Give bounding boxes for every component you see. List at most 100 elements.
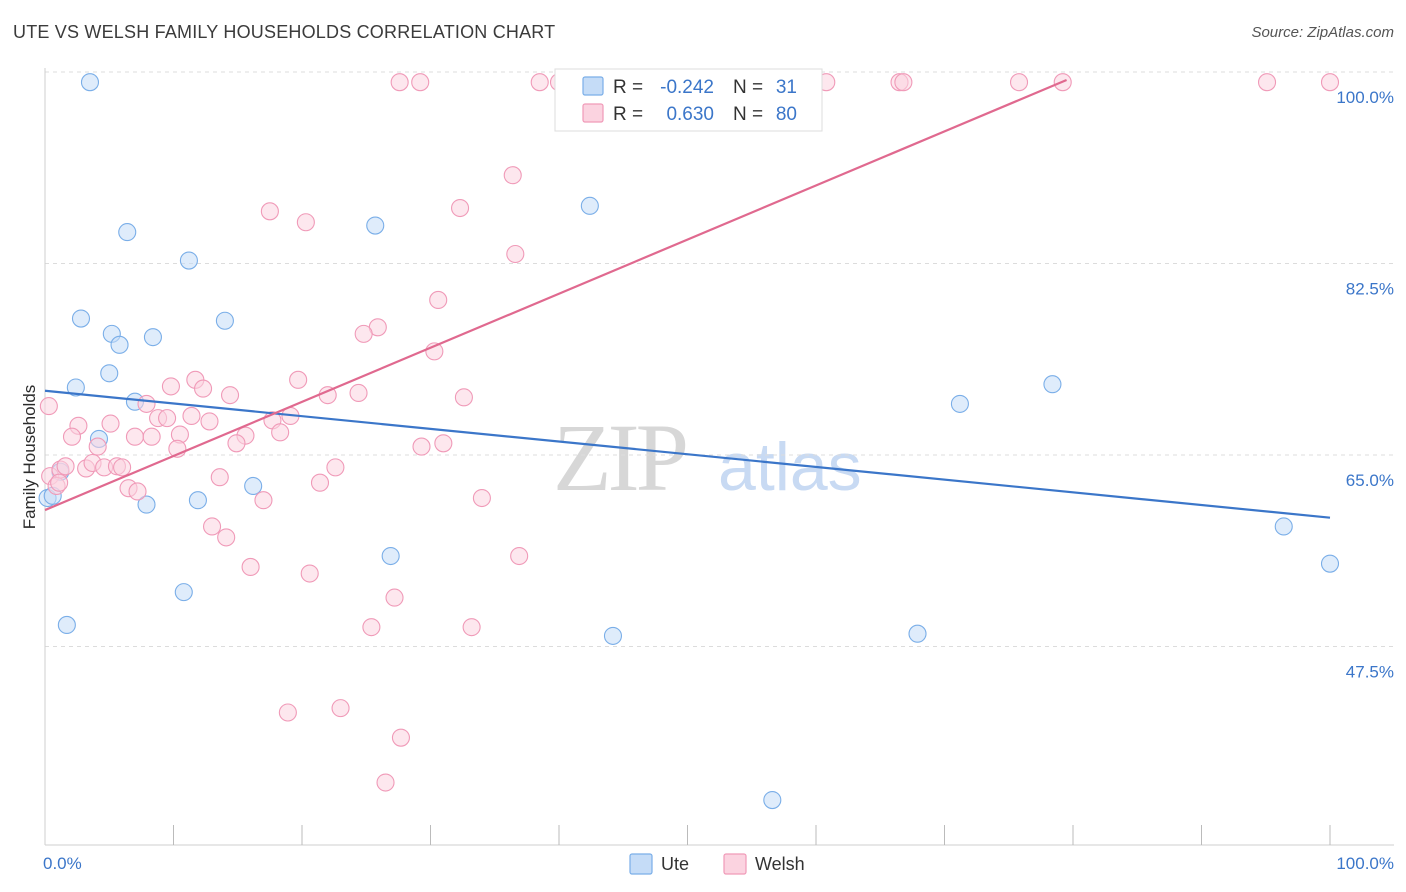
bottom-legend-label-ute: Ute — [661, 854, 689, 874]
welsh-point-12 — [1320, 73, 1340, 92]
ute-point-22 — [381, 546, 400, 566]
welsh-point-14 — [451, 198, 470, 218]
ute-point-6 — [66, 378, 85, 397]
ute-point-20 — [244, 476, 263, 496]
welsh-point-73 — [385, 588, 404, 607]
welsh-point-64 — [326, 458, 345, 477]
legend-n-value-ute: 31 — [776, 77, 797, 98]
watermark-zip: ZIP — [553, 404, 686, 511]
welsh-point-40 — [62, 427, 82, 446]
legend-r-value-ute: -0.242 — [660, 77, 714, 98]
ute-point-9 — [100, 364, 119, 383]
welsh-trend-line — [44, 78, 1068, 512]
welsh-point-0 — [390, 73, 409, 92]
welsh-point-41 — [125, 427, 144, 446]
welsh-point-11 — [1257, 73, 1277, 92]
x-ticks — [173, 825, 1331, 845]
legend-r-label-ute: R = — [613, 77, 643, 98]
legend-n-value-welsh: 80 — [776, 104, 797, 125]
ute-point-11 — [110, 335, 129, 354]
welsh-point-34 — [158, 409, 177, 428]
welsh-point-29 — [454, 388, 473, 407]
welsh-point-24 — [161, 377, 180, 396]
welsh-point-13 — [503, 166, 522, 185]
ute-point-17 — [179, 251, 198, 270]
welsh-point-18 — [429, 290, 448, 310]
ute-point-15 — [143, 328, 162, 347]
ute-point-29 — [1274, 517, 1293, 536]
welsh-point-16 — [296, 213, 315, 232]
welsh-point-68 — [203, 517, 222, 536]
welsh-point-79 — [376, 773, 395, 792]
welsh-point-28 — [349, 383, 368, 403]
legend-swatch-ute — [582, 76, 604, 96]
welsh-point-71 — [300, 564, 319, 583]
ute-point-28 — [1043, 375, 1062, 394]
welsh-point-42 — [142, 427, 161, 446]
welsh-point-17 — [506, 244, 525, 264]
ute-point-14 — [137, 495, 156, 514]
legend-swatch-welsh — [582, 103, 604, 123]
ute-point-30 — [1320, 554, 1340, 573]
ute-point-16 — [174, 583, 193, 602]
ute-point-21 — [366, 216, 385, 235]
y-tick-label-3: 47.5% — [1346, 663, 1394, 682]
welsh-point-25 — [194, 379, 213, 398]
welsh-point-70 — [241, 557, 260, 577]
welsh-point-62 — [128, 482, 147, 501]
ute-trend-line — [44, 389, 1331, 519]
legend-n-label-welsh: N = — [733, 104, 763, 125]
welsh-point-8 — [894, 73, 913, 92]
bottom-legend-label-welsh: Welsh — [755, 854, 805, 874]
x-tick-label-min: 0.0% — [43, 854, 82, 873]
chart-title: UTE VS WELSH FAMILY HOUSEHOLDS CORRELATI… — [13, 22, 556, 42]
chart-source: Source: ZipAtlas.com — [1251, 24, 1394, 41]
ute-point-26 — [908, 624, 927, 643]
welsh-point-66 — [254, 491, 273, 510]
trend-lines — [44, 78, 1331, 519]
bottom-legend: Ute Welsh — [629, 853, 805, 875]
legend-r-label-welsh: R = — [613, 104, 643, 125]
welsh-point-46 — [227, 434, 246, 453]
ute-point-23 — [580, 196, 599, 215]
welsh-point-75 — [462, 618, 481, 637]
welsh-point-63 — [210, 468, 229, 487]
ute-point-5 — [57, 615, 76, 635]
welsh-point-30 — [137, 394, 156, 413]
ute-point-27 — [950, 394, 969, 413]
welsh-point-78 — [391, 728, 410, 747]
welsh-point-77 — [331, 699, 350, 718]
welsh-point-48 — [434, 434, 453, 453]
watermark: ZIP atlas — [553, 404, 862, 511]
watermark-atlas: atlas — [718, 429, 862, 505]
welsh-point-31 — [39, 397, 58, 416]
y-tick-label-0: 100.0% — [1336, 88, 1394, 107]
ute-point-25 — [763, 790, 782, 810]
welsh-point-35 — [182, 406, 201, 425]
welsh-point-15 — [260, 202, 279, 221]
y-axis-label: Family Households — [20, 385, 39, 530]
welsh-point-2 — [530, 73, 549, 92]
ute-point-12 — [118, 223, 137, 242]
welsh-point-9 — [1009, 73, 1029, 92]
welsh-point-60 — [50, 473, 69, 492]
welsh-point-36 — [200, 412, 219, 431]
bottom-legend-swatch-ute — [629, 853, 653, 875]
bottom-legend-swatch-welsh — [723, 853, 747, 875]
welsh-point-72 — [510, 546, 529, 566]
y-tick-labels: 100.0% 82.5% 65.0% 47.5% — [1336, 88, 1394, 682]
welsh-point-45 — [271, 423, 290, 442]
welsh-point-58 — [113, 458, 132, 477]
welsh-point-53 — [56, 457, 75, 476]
welsh-point-67 — [472, 488, 491, 508]
welsh-point-49 — [88, 437, 107, 456]
welsh-point-1 — [411, 73, 430, 92]
axes — [44, 68, 1394, 846]
welsh-point-20 — [354, 324, 373, 343]
welsh-point-76 — [278, 703, 297, 722]
welsh-point-39 — [101, 414, 120, 433]
welsh-point-74 — [362, 618, 381, 637]
ute-point-7 — [71, 309, 91, 328]
ute-point-18 — [188, 491, 207, 510]
